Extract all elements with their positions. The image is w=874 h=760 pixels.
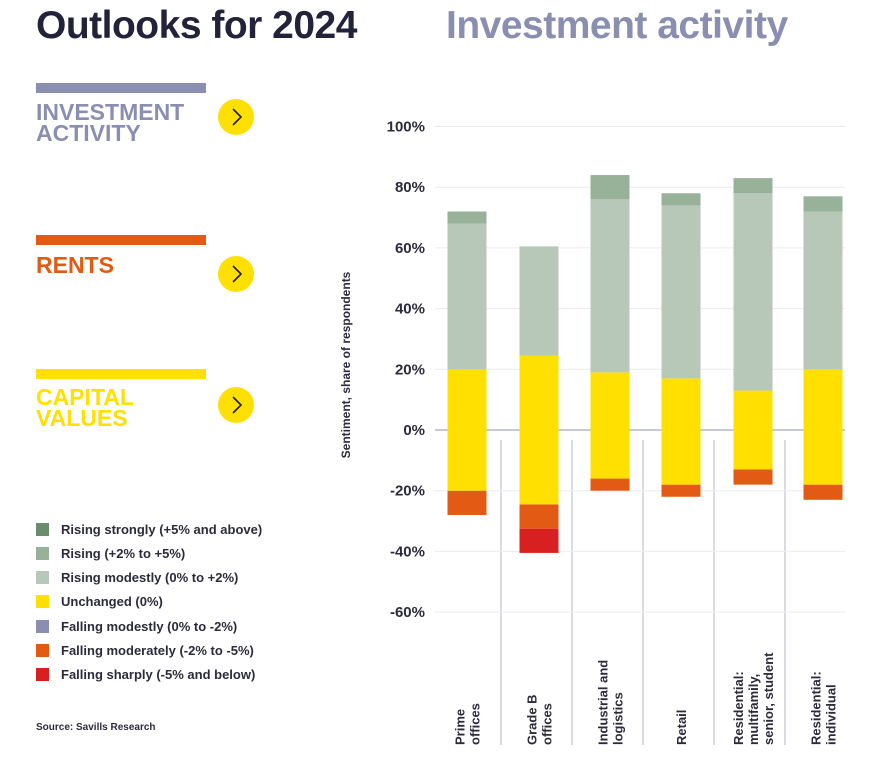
- x-category-label-line: multifamily,: [746, 674, 761, 745]
- y-axis-label: Sentiment, share of respondents: [339, 271, 353, 458]
- source-note: Source: Savills Research: [36, 722, 156, 733]
- legend-label: Rising strongly (+5% and above): [61, 521, 263, 537]
- x-category-label-line: Retail: [674, 710, 689, 745]
- y-tick-label: -20%: [390, 483, 425, 500]
- bar-segment: [803, 484, 843, 500]
- bar-segment: [519, 246, 559, 356]
- legend-swatch: [36, 644, 49, 657]
- legend-label: Rising (+2% to +5%): [61, 545, 186, 561]
- nav-bar-investment: [36, 83, 206, 93]
- legend-swatch: [36, 668, 49, 682]
- bar-segment: [733, 178, 773, 194]
- legend-item: Unchanged (0%): [36, 594, 163, 610]
- bar-segment: [733, 390, 773, 470]
- nav-label-capital-values[interactable]: CAPITAL VALUES: [36, 384, 134, 431]
- chevron-right-icon: [232, 265, 243, 283]
- legend-item: Falling sharply (-5% and below): [36, 667, 255, 683]
- nav-bar-rents: [36, 235, 206, 245]
- legend-swatch: [36, 522, 49, 536]
- legend-label: Falling moderately (-2% to -5%): [61, 643, 254, 658]
- legend-label: Unchanged (0%): [61, 594, 163, 610]
- y-tick-label: -60%: [390, 604, 425, 621]
- bar-segment: [590, 372, 630, 479]
- y-tick-label: 60%: [395, 240, 425, 257]
- x-category-label-line: logistics: [611, 692, 626, 745]
- x-category-label-line: offices: [468, 703, 483, 745]
- x-category-label-line: Residential:: [731, 671, 746, 745]
- bar-segment: [590, 478, 630, 491]
- x-category-label-line: Grade B: [525, 694, 540, 745]
- nav-bar-capital-values: [36, 369, 206, 379]
- investment-activity-button[interactable]: [218, 99, 254, 135]
- legend-swatch: [36, 619, 49, 633]
- x-category-label-line: offices: [540, 703, 555, 745]
- bar-segment: [733, 193, 773, 391]
- y-tick-label: 80%: [395, 179, 425, 196]
- rents-button[interactable]: [218, 256, 254, 292]
- bar-segment: [803, 211, 843, 370]
- bar-segment: [590, 175, 630, 200]
- x-category-label-line: Residential:: [809, 671, 824, 745]
- x-category-label: Residential:multifamily,senior, student: [731, 652, 776, 745]
- bar-segment: [661, 378, 701, 485]
- y-tick-label: -40%: [390, 543, 425, 560]
- x-category-label-line: Industrial and: [596, 660, 611, 745]
- nav-label-investment-activity[interactable]: INVESTMENT ACTIVITY: [36, 99, 185, 146]
- legend-item: Falling moderately (-2% to -5%): [36, 643, 254, 659]
- bar-segment: [447, 369, 487, 491]
- chevron-right-icon: [232, 396, 243, 414]
- bar-segment: [803, 369, 843, 485]
- legend-label: Falling modestly (0% to -2%): [61, 618, 238, 634]
- bar-segment: [447, 211, 487, 224]
- legend-swatch: [36, 595, 49, 609]
- page-subtitle: Investment activity: [446, 4, 788, 47]
- capital-values-button[interactable]: [218, 387, 254, 423]
- legend-swatch: [36, 571, 49, 585]
- legend-label: Falling sharply (-5% and below): [61, 667, 256, 683]
- x-category-label: Residential:individual: [809, 671, 839, 745]
- x-category-label: Primeoffices: [453, 703, 483, 745]
- bar-segment: [661, 205, 701, 379]
- y-tick-label: 0%: [403, 422, 425, 439]
- bar-segment: [447, 223, 487, 370]
- bar-segment: [519, 528, 559, 553]
- bar-segment: [661, 484, 701, 497]
- legend-item: Rising modestly (0% to +2%): [36, 570, 238, 586]
- bar-segment: [519, 504, 559, 529]
- x-category-label: Grade Boffices: [525, 694, 555, 745]
- bar-segment: [519, 355, 559, 505]
- legend-item: Rising (+2% to +5%): [36, 545, 185, 561]
- legend-swatch: [36, 546, 49, 560]
- page-title: Outlooks for 2024: [36, 4, 357, 47]
- x-category-label-line: senior, student: [761, 652, 776, 745]
- y-tick-label: 100%: [387, 119, 425, 136]
- x-category-label: Retail: [674, 710, 689, 745]
- bar-segment: [661, 193, 701, 206]
- legend-item: Rising strongly (+5% and above): [36, 521, 262, 537]
- bar-segment: [733, 469, 773, 485]
- x-category-label-line: individual: [824, 684, 839, 745]
- nav-label-rents[interactable]: RENTS: [36, 252, 114, 278]
- y-tick-label: 40%: [395, 301, 425, 318]
- y-tick-label: 20%: [395, 361, 425, 378]
- bar-segment: [590, 199, 630, 373]
- x-category-label: Industrial andlogistics: [596, 660, 626, 745]
- x-category-label-line: Prime: [453, 709, 468, 745]
- legend-label: Rising modestly (0% to +2%): [61, 570, 239, 586]
- legend-item: Falling modestly (0% to -2%): [36, 618, 237, 634]
- bar-segment: [803, 196, 843, 212]
- chevron-right-icon: [232, 108, 243, 126]
- bar-segment: [447, 490, 487, 515]
